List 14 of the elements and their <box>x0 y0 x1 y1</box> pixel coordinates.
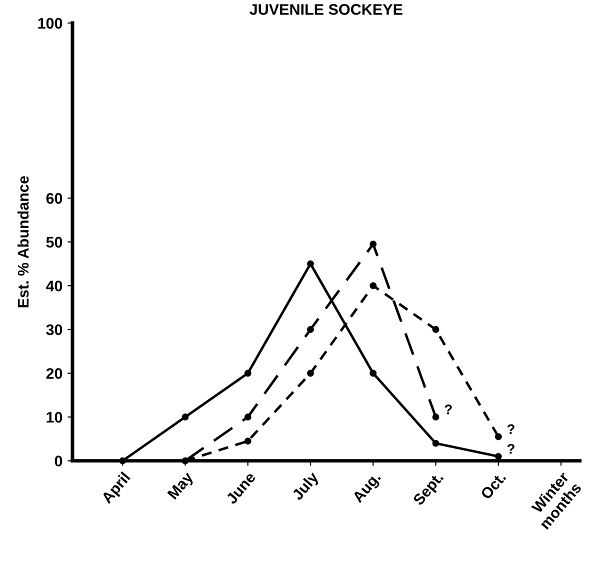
annotation: ? <box>507 424 514 434</box>
y-tick-label: 30 <box>46 324 62 336</box>
annotation: ? <box>444 404 452 414</box>
y-tick-label: 60 <box>46 193 62 204</box>
y-tick-label: 0 <box>54 456 62 466</box>
y-tick-label: 40 <box>46 280 62 292</box>
y-axis-title: Est. % Abundance <box>17 176 29 308</box>
x-tick-label: Oct. <box>480 472 506 500</box>
y-tick-label: 10 <box>46 412 62 423</box>
chart-title: JUVENILE SOCKEYE <box>250 4 402 15</box>
y-tick-label: 20 <box>46 368 62 379</box>
y-tick-label: 50 <box>46 236 62 248</box>
y-tick-label: 100 <box>38 18 62 29</box>
annotation: ? <box>507 444 514 454</box>
